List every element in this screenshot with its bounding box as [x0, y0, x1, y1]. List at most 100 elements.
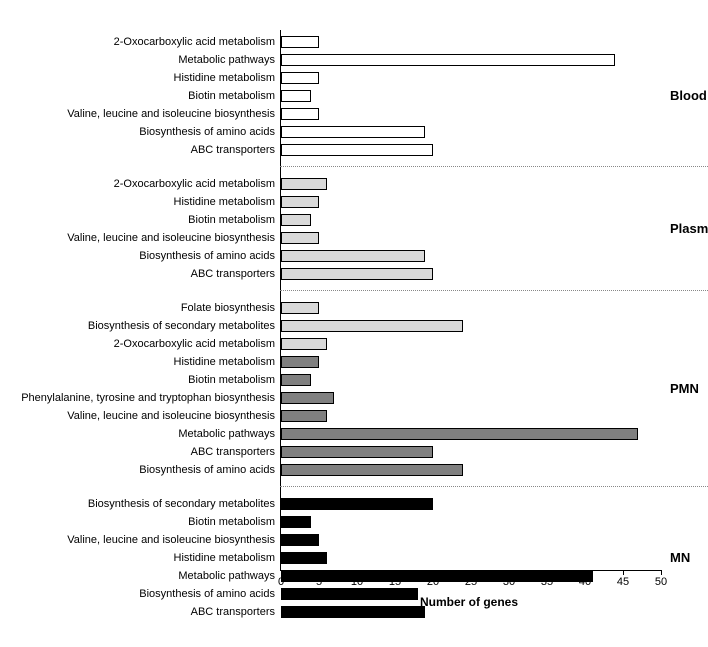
bar	[281, 534, 319, 546]
bar-row: Histidine metabolism	[281, 194, 661, 210]
bar	[281, 126, 425, 138]
x-tick	[547, 570, 548, 575]
x-tick	[357, 570, 358, 575]
bar	[281, 268, 433, 280]
bar-row: Biotin metabolism	[281, 88, 661, 104]
group-label: PMN	[670, 381, 699, 396]
bar-label: Biotin metabolism	[188, 514, 275, 530]
bar-row: ABC transporters	[281, 142, 661, 158]
group-label: Plasma	[670, 221, 708, 236]
bar	[281, 232, 319, 244]
bar	[281, 498, 433, 510]
bar	[281, 214, 311, 226]
x-tick-label: 30	[503, 576, 515, 588]
group-label: Blood	[670, 88, 707, 103]
bar-label: Phenylalanine, tyrosine and tryptophan b…	[21, 390, 275, 406]
bar-row: Valine, leucine and isoleucine biosynthe…	[281, 408, 661, 424]
bar-row: Biosynthesis of secondary metabolites	[281, 496, 661, 512]
x-tick-label: 35	[541, 576, 553, 588]
bar-label: 2-Oxocarboxylic acid metabolism	[114, 176, 275, 192]
x-tick-label: 10	[351, 576, 363, 588]
bar-label: Biosynthesis of secondary metabolites	[88, 496, 275, 512]
bar	[281, 392, 334, 404]
x-tick	[623, 570, 624, 575]
plot-area: 2-Oxocarboxylic acid metabolism Metabolic…	[280, 30, 661, 571]
bar-row: ABC transporters	[281, 266, 661, 282]
bar-row: 2-Oxocarboxylic acid metabolism	[281, 34, 661, 50]
bar-row: 2-Oxocarboxylic acid metabolism	[281, 336, 661, 352]
bar	[281, 356, 319, 368]
bar-label: Valine, leucine and isoleucine biosynthe…	[67, 408, 275, 424]
bar	[281, 178, 327, 190]
group-divider	[280, 290, 708, 291]
bar-label: Biosynthesis of secondary metabolites	[88, 318, 275, 334]
bar-label: Biosynthesis of amino acids	[139, 462, 275, 478]
x-tick-label: 0	[278, 576, 284, 588]
bar	[281, 552, 327, 564]
bar-row: Histidine metabolism	[281, 354, 661, 370]
bar-row: Valine, leucine and isoleucine biosynthe…	[281, 532, 661, 548]
bar	[281, 250, 425, 262]
x-tick	[585, 570, 586, 575]
x-tick-label: 15	[389, 576, 401, 588]
bar-label: 2-Oxocarboxylic acid metabolism	[114, 34, 275, 50]
bar-label: Biosynthesis of amino acids	[139, 124, 275, 140]
bar	[281, 588, 418, 600]
x-tick-label: 25	[465, 576, 477, 588]
bar-label: Metabolic pathways	[178, 568, 275, 584]
bar	[281, 338, 327, 350]
bar-row: Biotin metabolism	[281, 372, 661, 388]
bar-row: Biosynthesis of amino acids	[281, 124, 661, 140]
bar-row: Biotin metabolism	[281, 212, 661, 228]
bar-chart: 2-Oxocarboxylic acid metabolism Metabolic…	[20, 20, 708, 627]
bar-label: 2-Oxocarboxylic acid metabolism	[114, 336, 275, 352]
bar-label: Histidine metabolism	[174, 354, 275, 370]
group-divider	[280, 166, 708, 167]
bar	[281, 464, 463, 476]
x-tick	[661, 570, 662, 575]
bar-row: Folate biosynthesis	[281, 300, 661, 316]
x-tick	[471, 570, 472, 575]
group-divider	[280, 486, 708, 487]
bar	[281, 108, 319, 120]
bar-row: Valine, leucine and isoleucine biosynthe…	[281, 230, 661, 246]
bar-row: Biosynthesis of amino acids	[281, 462, 661, 478]
bar	[281, 374, 311, 386]
bar-row: Biotin metabolism	[281, 514, 661, 530]
group-label: MN	[670, 550, 690, 565]
bar-label: Biosynthesis of amino acids	[139, 248, 275, 264]
x-tick	[281, 570, 282, 575]
bar	[281, 36, 319, 48]
bar-label: Biotin metabolism	[188, 372, 275, 388]
bar-label: ABC transporters	[191, 604, 275, 620]
bar-label: ABC transporters	[191, 142, 275, 158]
bar-label: ABC transporters	[191, 444, 275, 460]
bar	[281, 144, 433, 156]
x-tick-label: 40	[579, 576, 591, 588]
bar-label: Valine, leucine and isoleucine biosynthe…	[67, 106, 275, 122]
bar	[281, 320, 463, 332]
bar	[281, 410, 327, 422]
bar-label: Biotin metabolism	[188, 212, 275, 228]
bar-label: Valine, leucine and isoleucine biosynthe…	[67, 532, 275, 548]
bar-row: ABC transporters	[281, 444, 661, 460]
bar-label: Metabolic pathways	[178, 426, 275, 442]
bar-label: Histidine metabolism	[174, 194, 275, 210]
bar-row: Histidine metabolism	[281, 70, 661, 86]
bar-label: Metabolic pathways	[178, 52, 275, 68]
x-tick-label: 45	[617, 576, 629, 588]
x-tick	[319, 570, 320, 575]
bar-label: Valine, leucine and isoleucine biosynthe…	[67, 230, 275, 246]
bar-label: Histidine metabolism	[174, 550, 275, 566]
bar-row: Valine, leucine and isoleucine biosynthe…	[281, 106, 661, 122]
bar-row: Biosynthesis of secondary metabolites	[281, 318, 661, 334]
bar-label: Histidine metabolism	[174, 70, 275, 86]
bar-row: Biosynthesis of amino acids	[281, 248, 661, 264]
bar-row: Metabolic pathways	[281, 426, 661, 442]
bar	[281, 516, 311, 528]
bar	[281, 90, 311, 102]
x-tick-label: 20	[427, 576, 439, 588]
bar	[281, 54, 615, 66]
x-tick	[433, 570, 434, 575]
bar-label: Biosynthesis of amino acids	[139, 586, 275, 602]
